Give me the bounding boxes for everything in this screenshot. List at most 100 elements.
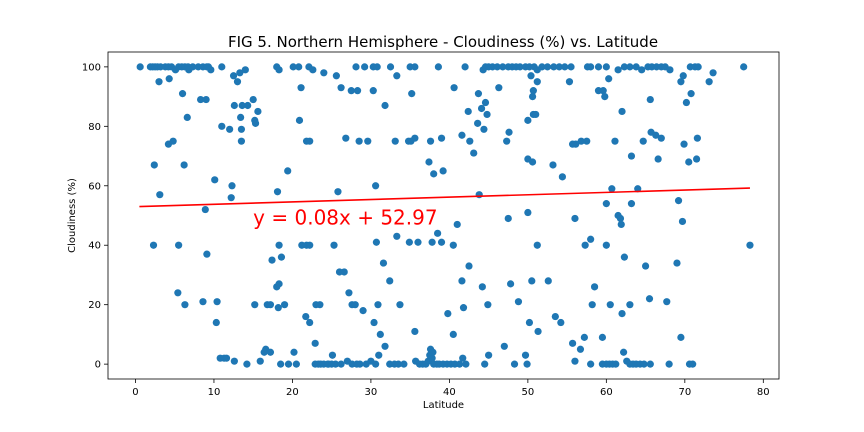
data-point (465, 262, 473, 270)
data-point (608, 185, 616, 193)
data-point (543, 63, 552, 71)
data-point (396, 301, 404, 309)
data-point (444, 310, 452, 318)
data-point (558, 173, 566, 181)
data-point (425, 158, 433, 166)
data-point (611, 137, 619, 145)
data-point (687, 90, 695, 98)
data-point (480, 125, 488, 133)
data-point (551, 312, 559, 321)
data-point (602, 63, 610, 71)
data-point (274, 304, 282, 312)
data-point (213, 298, 221, 306)
data-point (428, 238, 436, 246)
data-point (335, 268, 344, 276)
data-point (430, 170, 438, 178)
data-point (136, 63, 144, 71)
data-point (606, 301, 614, 309)
x-tick-label: 40 (443, 387, 456, 398)
data-point (292, 360, 300, 368)
data-point (599, 87, 607, 95)
x-tick-label: 60 (600, 387, 613, 398)
data-point (495, 84, 503, 92)
data-point (685, 158, 693, 166)
data-point (462, 360, 470, 368)
data-point (652, 131, 660, 139)
y-tick-label: 80 (88, 122, 101, 133)
data-point (627, 200, 636, 208)
data-point (505, 128, 513, 136)
data-point (533, 241, 541, 249)
data-point (620, 348, 628, 356)
data-point (583, 137, 591, 145)
data-point (464, 107, 472, 116)
data-point (251, 301, 259, 309)
data-point (295, 63, 303, 71)
data-point (361, 63, 369, 71)
data-point (503, 137, 511, 145)
regression-line-group (139, 187, 750, 208)
data-point (598, 333, 607, 341)
data-point (481, 360, 489, 368)
data-point (587, 360, 595, 368)
data-point (674, 197, 683, 205)
data-point (201, 205, 209, 214)
data-point (289, 63, 297, 71)
data-point (393, 72, 401, 80)
data-point (474, 119, 482, 127)
data-point (226, 125, 234, 133)
data-point (561, 63, 569, 71)
data-point (568, 140, 577, 148)
data-point (374, 301, 382, 309)
x-tick-label: 30 (365, 387, 378, 398)
y-tick-label: 0 (95, 360, 101, 371)
data-point (337, 84, 345, 92)
data-point (602, 200, 610, 208)
data-point (414, 238, 422, 246)
data-point (236, 69, 244, 77)
data-point (266, 301, 275, 309)
data-point (514, 298, 523, 306)
data-point (230, 357, 238, 365)
data-point (211, 176, 219, 184)
data-point (571, 214, 579, 223)
data-point (237, 125, 246, 133)
data-point (229, 72, 238, 80)
data-point (165, 75, 173, 83)
data-point (277, 360, 285, 368)
plot-frame (107, 51, 780, 380)
data-point (347, 87, 355, 95)
x-axis-label: Latitude (423, 400, 464, 411)
data-point (405, 238, 413, 246)
data-point (237, 113, 245, 121)
data-point (391, 137, 399, 145)
data-point (227, 194, 235, 202)
data-point (679, 72, 687, 80)
data-point (529, 87, 537, 95)
data-point (523, 360, 531, 368)
data-point (183, 113, 191, 121)
data-point (178, 90, 187, 98)
data-point (237, 137, 246, 145)
data-point (678, 217, 687, 226)
data-point (587, 235, 595, 243)
data-point (284, 167, 292, 175)
data-point (533, 78, 541, 86)
data-point (455, 360, 464, 368)
data-point (372, 182, 380, 190)
data-point (302, 312, 310, 321)
data-point (352, 63, 360, 71)
data-point (175, 241, 183, 249)
data-point (567, 63, 575, 71)
x-tick-label: 50 (521, 387, 534, 398)
data-point (149, 241, 158, 249)
data-point (376, 330, 384, 339)
data-point (260, 348, 268, 356)
data-point (568, 339, 577, 347)
data-point (330, 241, 338, 249)
y-tick-label: 100 (82, 62, 101, 73)
data-point (550, 63, 558, 71)
data-point (155, 78, 163, 86)
data-point (590, 283, 599, 291)
